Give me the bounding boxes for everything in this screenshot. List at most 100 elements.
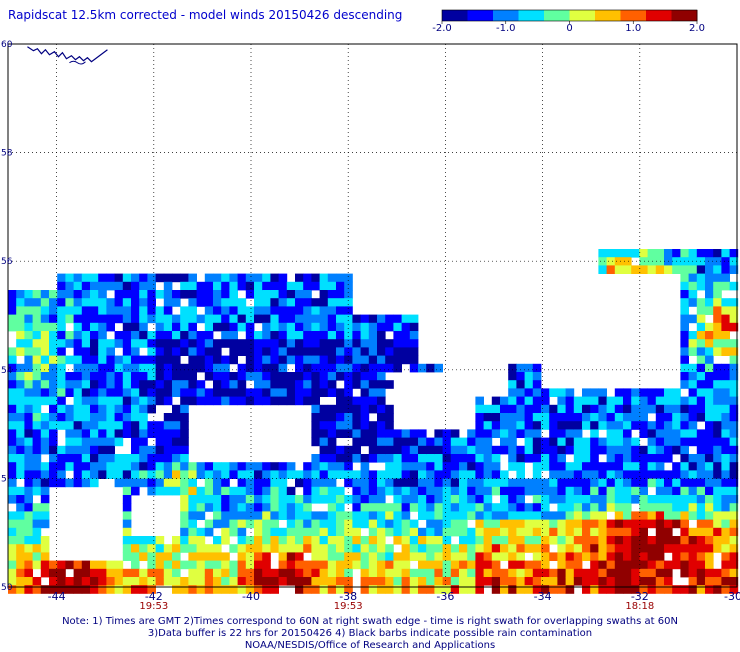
wind-cell [639, 519, 648, 529]
wind-cell [549, 511, 558, 520]
wind-cell [336, 421, 345, 430]
wind-cell [106, 339, 115, 348]
wind-cell [385, 470, 394, 479]
wind-cell [180, 281, 189, 291]
wind-cell [360, 577, 370, 586]
wind-cell [262, 503, 271, 512]
wind-cell [163, 281, 173, 291]
wind-cell [229, 527, 238, 537]
wind-cell [57, 560, 66, 570]
wind-cell [409, 478, 419, 488]
wind-cell [172, 290, 181, 299]
wind-cell [229, 388, 238, 397]
wind-cell [336, 519, 345, 529]
wind-cell [573, 560, 583, 570]
wind-cell [270, 347, 279, 356]
wind-cell [254, 372, 263, 381]
wind-cell [688, 396, 698, 406]
wind-cell [647, 519, 657, 529]
wind-cell [114, 470, 124, 479]
wind-cell [467, 445, 476, 455]
wind-cell [90, 290, 99, 299]
wind-cell [114, 585, 124, 594]
wind-cell [8, 495, 17, 504]
wind-cell [336, 413, 345, 422]
wind-cell [65, 314, 74, 324]
wind-cell [336, 511, 345, 520]
wind-cell [401, 577, 411, 586]
wind-cell [360, 478, 370, 488]
wind-cell [8, 560, 17, 570]
wind-cell [368, 437, 378, 447]
wind-cell [286, 495, 296, 504]
wind-cell [286, 314, 296, 324]
wind-cell [106, 568, 115, 578]
wind-cell [418, 462, 427, 471]
wind-cell [319, 372, 329, 381]
latitude-tick-label: 50 [1, 583, 13, 593]
wind-cell [114, 281, 124, 291]
wind-cell [713, 577, 722, 586]
wind-cell [647, 478, 657, 488]
wind-cell [270, 281, 279, 291]
wind-cell [352, 429, 361, 438]
wind-cell [426, 527, 435, 537]
wind-cell [286, 503, 296, 512]
wind-cell [352, 486, 361, 496]
wind-cell [516, 404, 525, 414]
wind-cell [180, 503, 189, 512]
wind-cell [680, 404, 689, 414]
wind-cell [336, 273, 345, 283]
wind-cell [40, 519, 50, 529]
wind-cell [213, 290, 222, 299]
wind-cell [491, 503, 501, 512]
wind-cell [705, 437, 714, 447]
wind-cell [721, 462, 730, 471]
wind-cell [327, 322, 337, 332]
wind-cell [172, 478, 181, 488]
wind-cell [590, 486, 599, 496]
wind-cell [204, 470, 214, 479]
wind-cell [508, 372, 517, 381]
wind-cell [598, 527, 607, 537]
wind-cell [98, 355, 107, 365]
wind-cell [327, 577, 337, 586]
wind-cell [623, 585, 632, 594]
wind-cell [204, 363, 214, 373]
wind-cell [631, 544, 640, 553]
wind-cell [122, 511, 132, 520]
wind-cell [180, 404, 189, 414]
wind-cell [368, 585, 378, 594]
wind-cell [688, 281, 698, 291]
wind-cell [368, 470, 378, 479]
wind-cell [590, 413, 599, 422]
wind-cell [696, 306, 706, 315]
wind-cell [24, 322, 33, 332]
wind-cell [713, 404, 722, 414]
wind-cell [139, 355, 148, 365]
wind-cell [532, 495, 542, 504]
wind-cell [237, 306, 247, 315]
wind-cell [81, 577, 91, 586]
wind-cell [377, 372, 386, 381]
wind-cell [131, 585, 140, 594]
wind-cell [532, 536, 542, 545]
wind-cell [491, 560, 501, 570]
wind-cell [98, 454, 107, 463]
wind-cell [721, 577, 730, 586]
wind-cell [491, 486, 501, 496]
wind-cell [122, 519, 132, 529]
wind-cell [221, 314, 230, 324]
wind-cell [180, 413, 189, 422]
wind-cell [16, 503, 25, 512]
wind-cell [327, 536, 337, 545]
wind-cell [377, 544, 386, 553]
wind-cell [409, 585, 419, 594]
wind-cell [631, 536, 640, 545]
wind-cell [303, 355, 312, 365]
wind-cell [172, 413, 181, 422]
wind-cell [24, 437, 33, 447]
wind-cell [426, 478, 435, 488]
wind-cell [270, 511, 279, 520]
wind-cell [426, 585, 435, 594]
